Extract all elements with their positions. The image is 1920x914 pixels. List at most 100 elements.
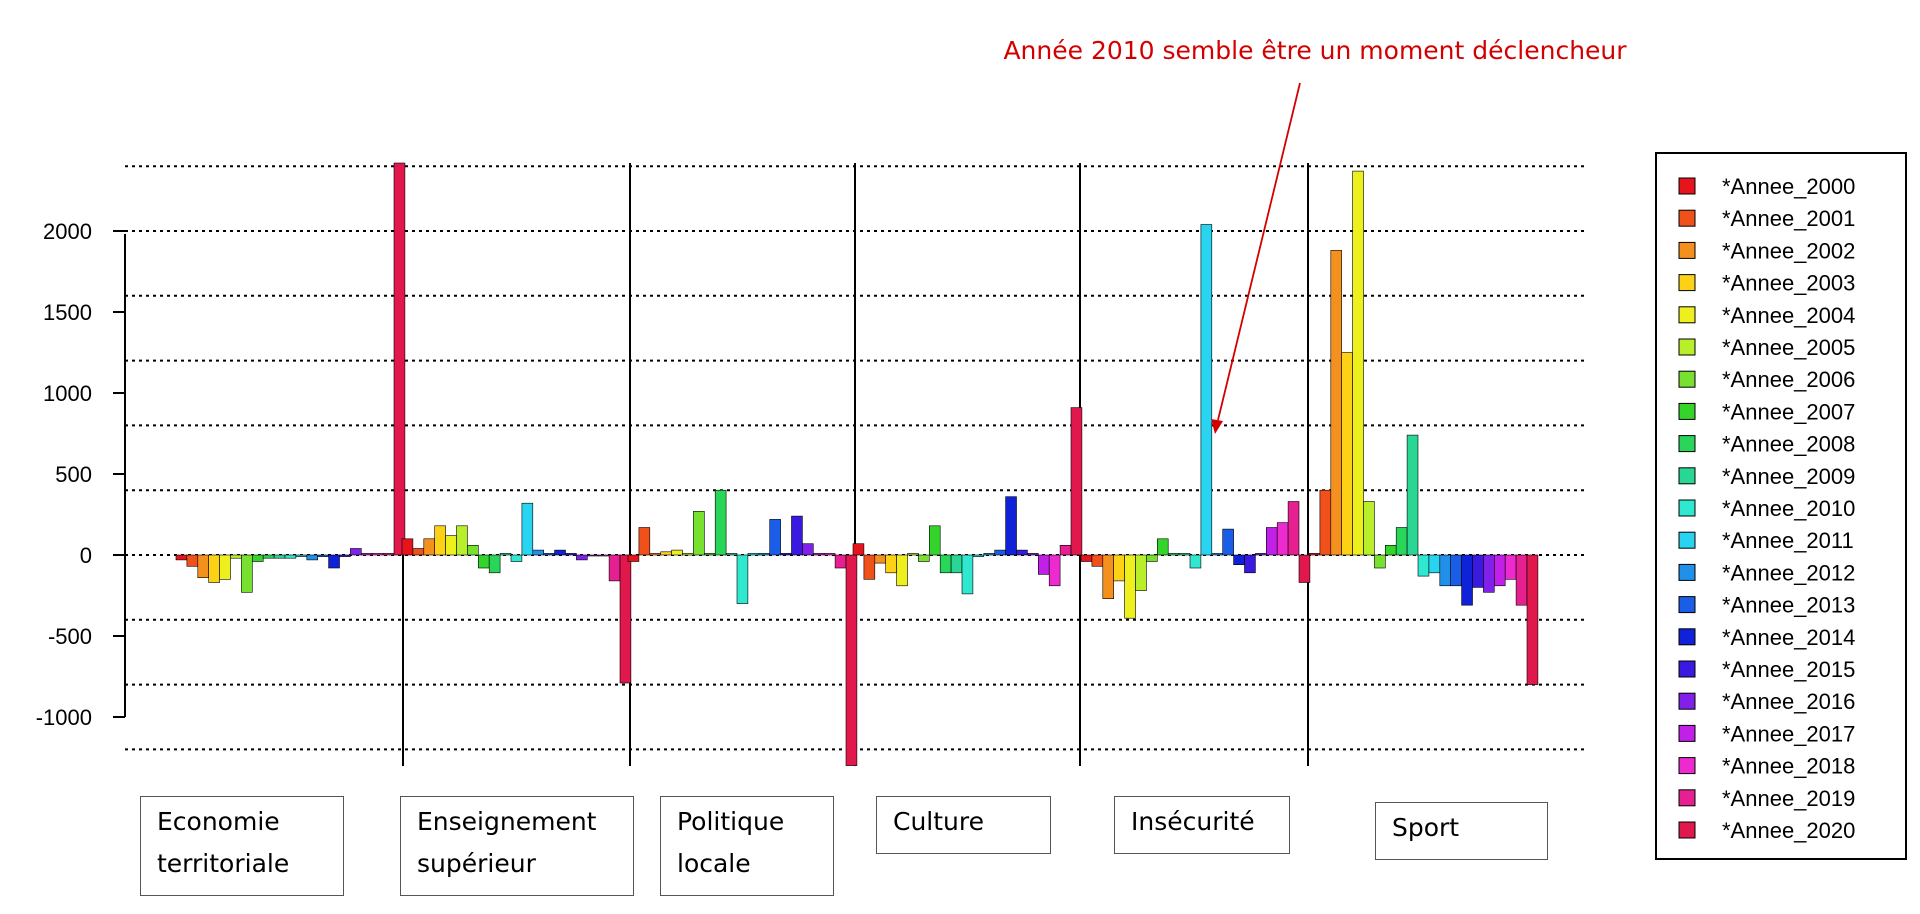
category-label-economie-territoriale: Economie territoriale [140, 796, 344, 896]
legend-label: *Annee_2009 [1722, 464, 1855, 489]
bar [284, 554, 297, 559]
bar [823, 553, 836, 556]
bar [852, 543, 865, 556]
legend-label: *Annee_2008 [1722, 432, 1855, 457]
legend-swatch [1678, 435, 1696, 453]
bar [1135, 554, 1147, 591]
bar [907, 553, 919, 556]
bar [1526, 554, 1539, 685]
bar [1450, 554, 1462, 587]
category-label-politique-locale: Politique locale [660, 796, 834, 896]
legend-swatch [1678, 628, 1696, 646]
bar [1417, 554, 1430, 577]
bar [467, 544, 479, 556]
annotation-text: Année 2010 semble être un moment déclenc… [1003, 36, 1627, 65]
bar [1494, 554, 1506, 587]
bar [273, 554, 286, 559]
bar [791, 515, 803, 556]
bar [445, 535, 457, 556]
bar [488, 554, 501, 574]
y-tick-label: -1000 [36, 705, 92, 730]
bar [1319, 489, 1332, 556]
bar [863, 554, 876, 580]
bar [1287, 501, 1300, 556]
legend-label: *Annee_2018 [1722, 754, 1855, 779]
bar [1255, 553, 1267, 556]
legend-label: *Annee_2006 [1722, 367, 1855, 392]
category-label-insecurite: Insécurité [1114, 796, 1290, 854]
bar [241, 554, 253, 593]
y-tick-label: 1500 [43, 300, 92, 325]
bar [1352, 170, 1364, 556]
bar [983, 553, 995, 556]
bar [682, 553, 694, 556]
legend-label: *Annee_2010 [1722, 496, 1855, 521]
legend-label: *Annee_2019 [1722, 786, 1855, 811]
legend-swatch [1678, 402, 1696, 420]
legend-swatch [1678, 596, 1696, 614]
bar [758, 553, 770, 556]
bar [972, 554, 985, 557]
legend-swatch [1678, 338, 1696, 356]
y-tick-label: -500 [48, 624, 92, 649]
bar [714, 489, 727, 556]
bar [412, 548, 425, 556]
legend-label: *Annee_2014 [1722, 625, 1855, 650]
bar [586, 554, 599, 557]
bar [328, 554, 340, 569]
bar [434, 525, 446, 556]
bar [1200, 224, 1213, 556]
bar [1244, 554, 1256, 574]
bar [262, 554, 275, 559]
bar [186, 554, 199, 567]
legend-label: *Annee_2015 [1722, 657, 1855, 682]
legend-swatch [1678, 274, 1696, 292]
bar [339, 554, 351, 557]
bar [627, 554, 640, 562]
legend-label: *Annee_2003 [1722, 271, 1855, 296]
legend-swatch [1678, 692, 1696, 710]
bar [197, 554, 210, 579]
bar [576, 554, 588, 561]
bar [1276, 522, 1289, 556]
bar [423, 538, 435, 556]
bar [1091, 554, 1104, 567]
bar [619, 554, 632, 684]
bar [317, 554, 329, 557]
bar [1059, 544, 1072, 556]
legend-label: *Annee_2013 [1722, 593, 1855, 618]
bar [382, 553, 395, 556]
bar [1102, 554, 1115, 600]
bar [371, 553, 384, 556]
bar [1038, 554, 1050, 575]
bar [918, 554, 930, 562]
bar [1472, 554, 1484, 588]
bar [939, 554, 952, 574]
bar [1374, 554, 1386, 569]
legend-label: *Annee_2017 [1722, 721, 1855, 746]
annotation-arrow-head [1211, 419, 1223, 434]
bar [885, 554, 897, 574]
legend-swatch [1678, 241, 1696, 259]
bar [747, 553, 760, 556]
y-tick-label: 500 [55, 462, 92, 487]
bar [219, 554, 231, 580]
annotation: Année 2010 semble être un moment déclenc… [1003, 36, 1627, 434]
bar [1483, 554, 1495, 593]
legend-swatch [1678, 563, 1696, 581]
bar [928, 525, 941, 556]
legend-swatch [1678, 789, 1696, 807]
bar [1428, 554, 1441, 574]
bar [769, 519, 781, 556]
legend: *Annee_2000 *Annee_2001 *Annee_2002 *Annee_… [1655, 152, 1907, 860]
legend-swatch [1678, 724, 1696, 742]
bar [874, 554, 886, 564]
legend-swatch [1678, 467, 1696, 485]
bar [1515, 554, 1528, 606]
legend-label: *Annee_2004 [1722, 303, 1855, 328]
bar [725, 553, 738, 556]
legend-label: *Annee_2002 [1722, 238, 1855, 263]
bar [608, 554, 621, 582]
legend-label: *Annee_2012 [1722, 560, 1855, 585]
